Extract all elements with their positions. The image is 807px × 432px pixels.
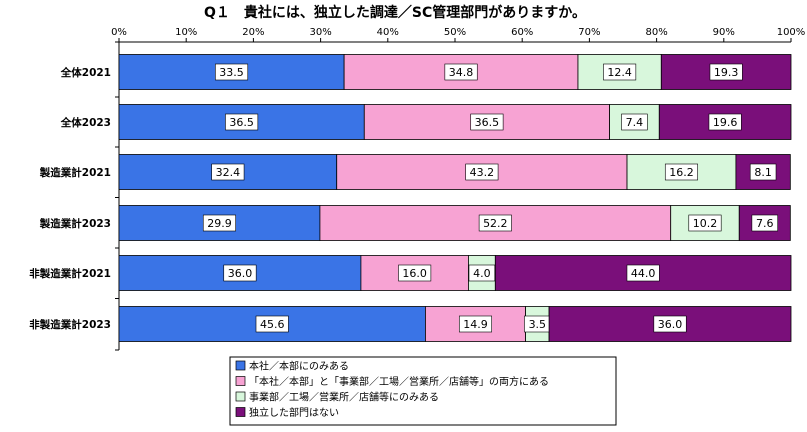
data-label: 19.3 [714,66,739,79]
data-label-box [626,264,660,282]
data-label-box [468,264,496,282]
data-label-box [709,63,743,81]
data-label-box [465,163,499,181]
data-label: 44.0 [631,267,656,280]
data-label-box [255,315,289,333]
x-tick-label: 0% [111,27,127,38]
axis-layer: 0% 10% 20% 30% 40% 50% 60% 70% 80% 90% 100% 全体2021 全… [29,27,806,351]
legend-label: 独立した部門はない [249,406,339,419]
data-label-box [751,214,778,232]
data-label: 36.5 [475,116,500,129]
data-label-box [478,214,512,232]
x-tick-label: 80% [645,27,667,38]
data-label-box [621,113,648,131]
legend-swatch [235,360,246,371]
data-label: 10.2 [693,217,718,230]
category-label: 非製造業計2021 [29,267,111,280]
data-label-box [708,113,742,131]
chart-title: Q１ 貴社には、独立した調達／SC管理部門がありますか。 [204,4,586,21]
data-label-box [398,264,432,282]
data-label-box [211,163,245,181]
legend-swatch [235,407,246,417]
data-label-box [653,315,687,333]
data-label-box [225,113,259,131]
data-label: 4.0 [473,267,491,280]
legend-swatch [235,391,246,402]
category-label: 非製造業計2023 [29,318,111,331]
legend: 本社／本部にのみある「本社／本部」と「事業部／工場／営業所／店舗等」の両方にある… [229,356,617,426]
x-tick-label: 10% [175,27,197,38]
data-label: 36.0 [658,318,683,331]
data-label: 32.4 [216,166,241,179]
data-label: 29.9 [207,217,232,230]
data-label-box [458,315,492,333]
data-label: 34.8 [449,66,474,79]
data-label: 7.6 [756,217,774,230]
legend-swatch [235,376,246,386]
data-label-box [215,63,249,81]
data-label: 16.0 [402,267,427,280]
data-label-box [664,163,698,181]
data-label-box [470,113,504,131]
data-label: 36.5 [229,116,254,129]
legend-box [229,356,617,426]
x-tick-label: 40% [377,27,399,38]
category-label: 全体2023 [60,116,111,129]
category-label: 製造業計2023 [39,217,111,230]
data-label: 14.9 [463,318,488,331]
data-label-box [688,214,722,232]
x-tick-label: 70% [578,27,600,38]
data-label: 12.4 [607,66,632,79]
x-tick-label: 90% [713,27,735,38]
data-label-box [749,163,777,181]
x-tick-label: 20% [242,27,264,38]
data-label: 45.6 [260,318,285,331]
data-label: 7.4 [626,116,644,129]
x-tick-label: 100% [777,27,806,38]
data-label: 52.2 [483,217,508,230]
x-tick-label: 30% [309,27,331,38]
data-label: 43.2 [470,166,495,179]
data-label: 16.2 [669,166,694,179]
category-label: 全体2021 [60,66,111,79]
category-label: 製造業計2021 [39,166,111,179]
data-label: 3.5 [529,318,547,331]
data-label: 19.6 [713,116,738,129]
data-label-box [223,264,257,282]
x-tick-label: 60% [511,27,533,38]
data-label: 36.0 [228,267,253,280]
data-label-box [444,63,478,81]
data-label-box [202,214,236,232]
bars-layer: 33.5 34.8 12.4 19.3 36.5 36.5 7.4 19.6 32.4 43.2 1… [118,54,792,342]
data-label: 8.1 [754,166,772,179]
data-label-box [603,63,637,81]
data-label: 33.5 [219,66,244,79]
legend-label: 本社／本部にのみある [249,360,349,373]
x-tick-label: 50% [444,27,466,38]
legend-label: 「本社／本部」と「事業部／工場／営業所／店舗等」の両方にある [249,375,549,388]
legend-label: 事業部／工場／営業所／店舗等にのみある [249,391,439,404]
